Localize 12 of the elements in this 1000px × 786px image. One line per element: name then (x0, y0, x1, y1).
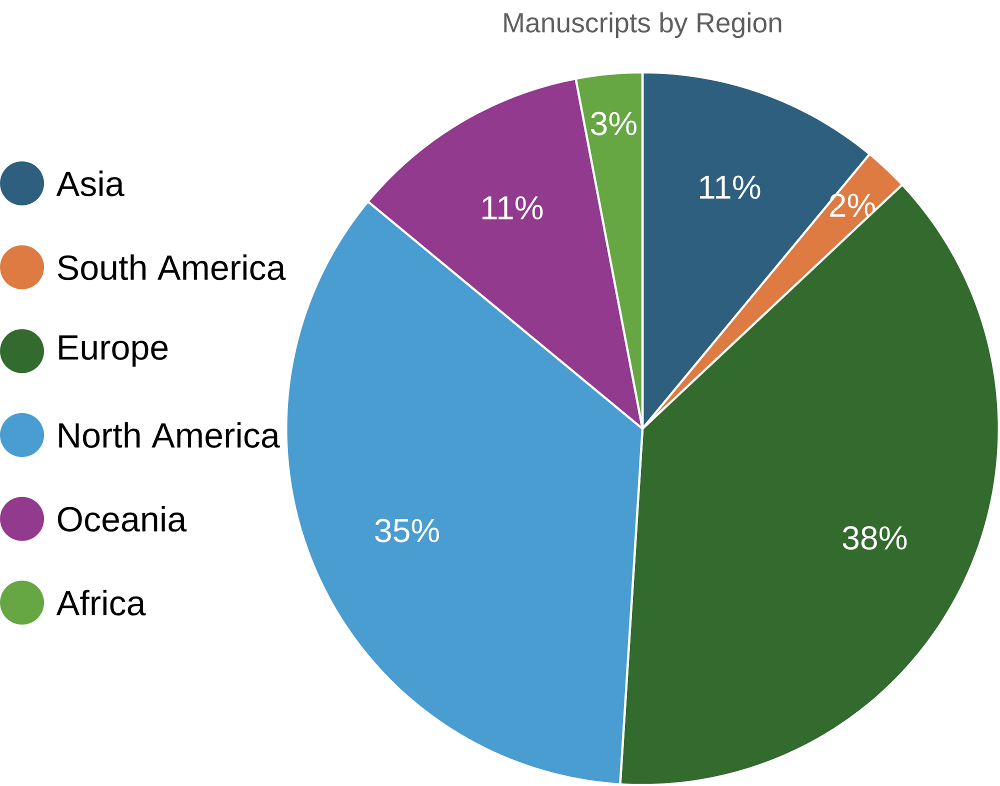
data-label: 3% (591, 112, 636, 136)
data-label: 38% (842, 526, 907, 550)
legend-label: North America (59, 422, 280, 448)
legend-label: Europe (59, 335, 168, 367)
data-label: 35% (375, 518, 440, 542)
chart-title: Manuscripts by Region (504, 12, 782, 38)
legend-label: Oceania (58, 506, 187, 532)
legend-label: South America (58, 254, 286, 280)
legend-label: Africa (56, 590, 146, 616)
legend-label: Asia (56, 170, 124, 196)
data-label: 11% (700, 176, 760, 199)
data-label: 11% (482, 196, 543, 220)
